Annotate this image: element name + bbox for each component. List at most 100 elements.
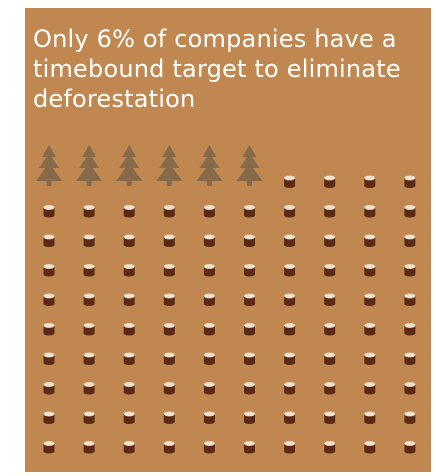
stump-icon	[83, 411, 95, 424]
tree-icon	[156, 145, 183, 186]
stump-icon	[163, 293, 175, 306]
tree-icon	[236, 145, 263, 186]
stump-icon	[324, 234, 336, 247]
headline: Only 6% of companies have a timebound ta…	[33, 25, 401, 113]
stump-icon	[244, 323, 255, 336]
stump-icon	[404, 205, 416, 218]
stump-icon	[83, 264, 95, 277]
stump-icon	[404, 293, 416, 306]
stump-icon	[83, 293, 95, 306]
stump-icon	[83, 205, 95, 218]
stump-icon	[203, 441, 215, 454]
stump-icon	[83, 382, 95, 395]
stump-icon	[324, 323, 336, 336]
stump-icon	[163, 323, 175, 336]
stump-icon	[43, 323, 55, 336]
tree-icon	[36, 145, 62, 186]
stump-icon	[364, 441, 376, 454]
stump-icon	[324, 411, 336, 424]
stump-icon	[203, 382, 215, 395]
stump-icon	[163, 264, 175, 277]
stump-icon	[83, 234, 95, 247]
stump-icon	[364, 264, 376, 277]
stump-icon	[284, 411, 296, 424]
stump-icon	[123, 411, 135, 424]
stump-icon	[324, 175, 336, 188]
stump-icon	[123, 382, 135, 395]
stump-icon	[203, 234, 215, 247]
stump-icon	[43, 205, 55, 218]
stump-icon	[284, 175, 296, 188]
stump-icon	[123, 264, 135, 277]
tree-icon	[116, 145, 143, 186]
stump-icon	[364, 205, 376, 218]
stump-icon	[244, 411, 255, 424]
stump-icon	[324, 293, 336, 306]
stump-icon	[324, 441, 336, 454]
stump-icon	[83, 323, 95, 336]
stump-icon	[364, 352, 376, 365]
stump-icon	[163, 441, 175, 454]
stump-icon	[324, 352, 336, 365]
stump-icon	[244, 352, 255, 365]
stump-icon	[324, 264, 336, 277]
stump-icon	[123, 205, 135, 218]
stump-icon	[284, 352, 296, 365]
tree-icon	[196, 145, 223, 186]
stump-icon	[404, 323, 416, 336]
stump-icon	[43, 411, 55, 424]
stump-icon	[284, 205, 296, 218]
stump-icon	[284, 382, 296, 395]
stump-icon	[203, 323, 215, 336]
stump-icon	[324, 205, 336, 218]
stump-icon	[43, 441, 55, 454]
stump-icon	[284, 293, 296, 306]
stump-icon	[203, 411, 215, 424]
stump-icon	[163, 411, 175, 424]
stump-icon	[364, 323, 376, 336]
stump-icon	[203, 293, 215, 306]
stump-icon	[43, 293, 55, 306]
stump-icon	[43, 382, 55, 395]
stump-icon	[404, 411, 416, 424]
stump-icon	[404, 234, 416, 247]
stump-icon	[404, 175, 416, 188]
stump-icon	[364, 382, 376, 395]
stump-icon	[404, 441, 416, 454]
unit-grid	[36, 145, 416, 454]
stump-icon	[244, 234, 255, 247]
stump-icon	[284, 323, 296, 336]
stump-icon	[123, 441, 135, 454]
stump-icon	[163, 205, 175, 218]
stump-icon	[324, 382, 336, 395]
stump-icon	[364, 234, 376, 247]
infographic-panel: Only 6% of companies have a timebound ta…	[25, 8, 431, 472]
stump-icon	[203, 352, 215, 365]
stump-icon	[284, 441, 296, 454]
stump-icon	[163, 234, 175, 247]
stump-icon	[163, 382, 175, 395]
tree-icon	[76, 145, 103, 186]
stump-icon	[123, 293, 135, 306]
stump-icon	[163, 352, 175, 365]
stump-icon	[43, 264, 55, 277]
stump-icon	[244, 264, 255, 277]
stump-icon	[364, 293, 376, 306]
stump-icon	[284, 264, 296, 277]
stump-icon	[404, 382, 416, 395]
stump-icon	[83, 352, 95, 365]
stump-icon	[244, 205, 255, 218]
stump-icon	[364, 411, 376, 424]
stump-icon	[123, 323, 135, 336]
stump-icon	[244, 441, 255, 454]
stump-icon	[123, 234, 135, 247]
stump-icon	[123, 352, 135, 365]
stump-icon	[244, 293, 255, 306]
stump-icon	[364, 175, 376, 188]
stump-icon	[83, 441, 95, 454]
stump-icon	[244, 382, 255, 395]
stump-icon	[404, 352, 416, 365]
stump-icon	[43, 234, 55, 247]
stump-icon	[203, 264, 215, 277]
stump-icon	[43, 352, 55, 365]
